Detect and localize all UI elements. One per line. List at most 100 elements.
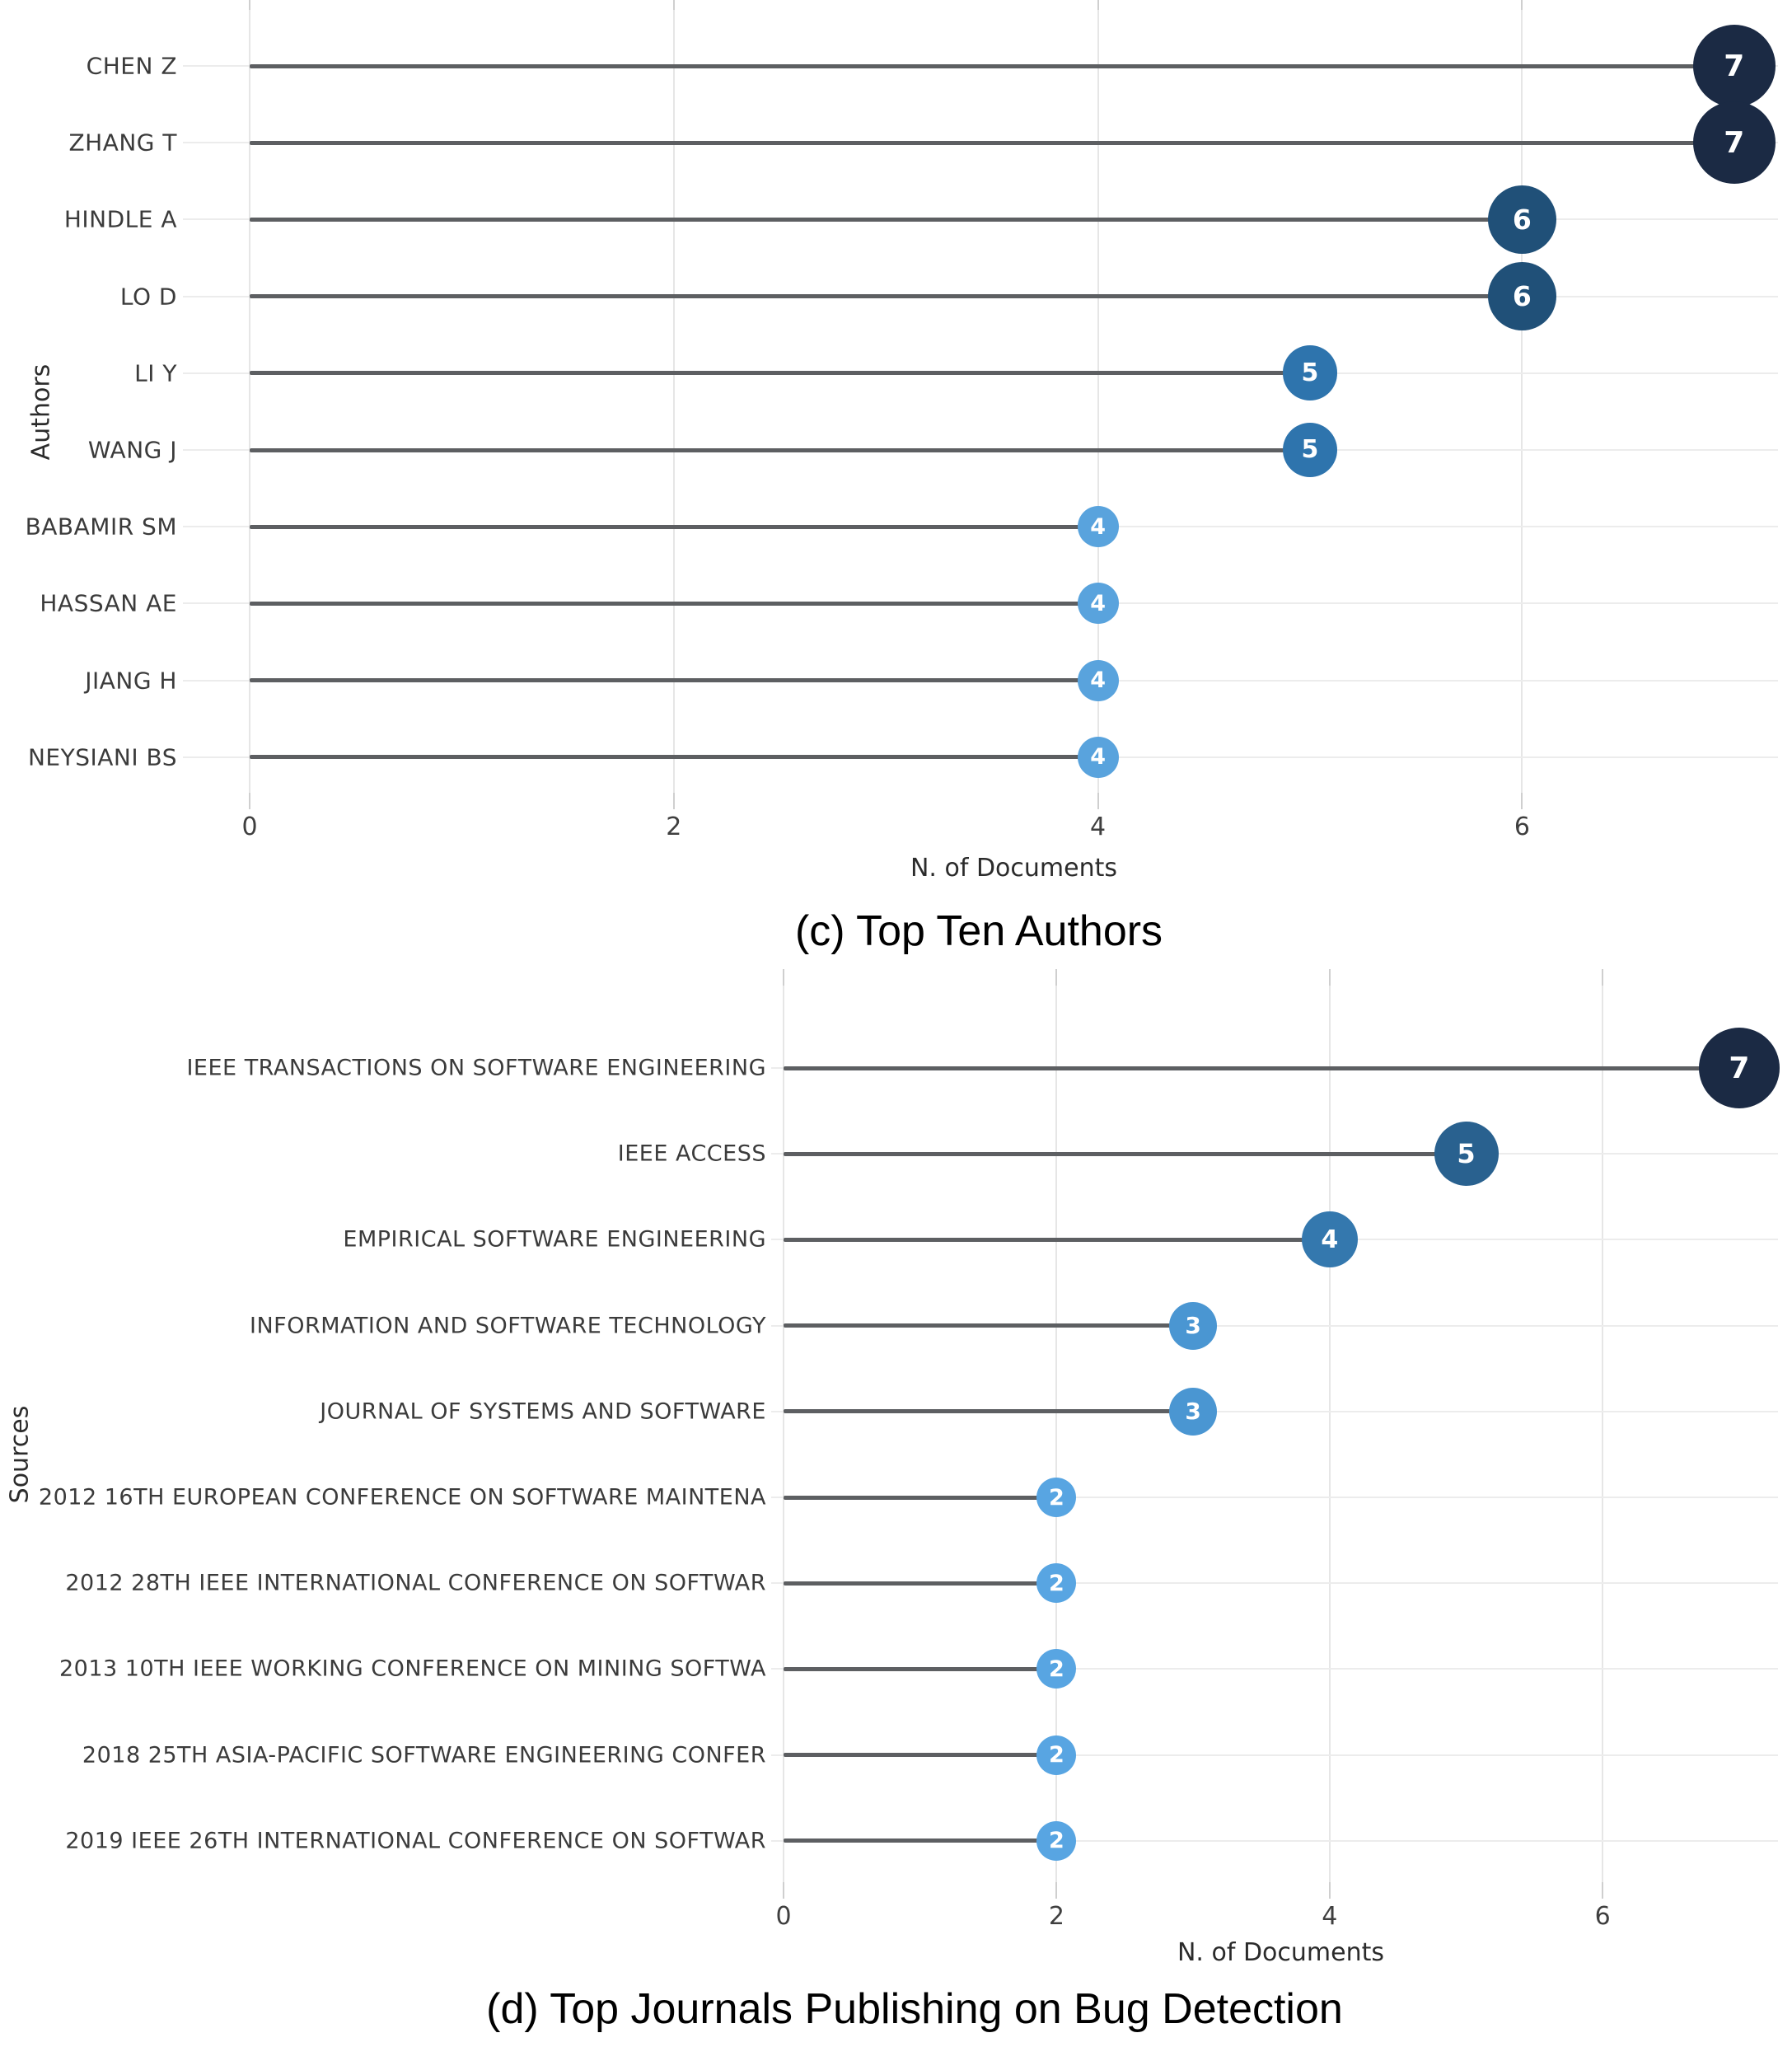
stem-line bbox=[784, 1323, 1194, 1328]
category-label: EMPIRICAL SOFTWARE ENGINEERING bbox=[343, 1226, 766, 1253]
bubble-value-label: 3 bbox=[1185, 1398, 1201, 1426]
category-label: CHEN Z bbox=[86, 52, 177, 80]
x-gridline bbox=[1602, 986, 1604, 1882]
category-label: ZHANG T bbox=[68, 129, 177, 157]
x-tick-mark-bottom bbox=[672, 793, 675, 809]
row-gridline bbox=[771, 1668, 1778, 1670]
bubble-value-label: 5 bbox=[1301, 358, 1319, 388]
x-tick-label: 2 bbox=[666, 813, 682, 841]
x-tick-mark-bottom bbox=[1328, 1882, 1331, 1899]
data-point-bubble: 2 bbox=[1036, 1820, 1077, 1861]
x-tick-mark-bottom bbox=[783, 1882, 784, 1899]
category-label: INFORMATION AND SOFTWARE TECHNOLOGY bbox=[250, 1313, 766, 1339]
stem-line bbox=[784, 1839, 1057, 1843]
x-tick-mark-top bbox=[672, 0, 675, 10]
stem-line bbox=[250, 140, 1734, 145]
bubble-value-label: 4 bbox=[1090, 667, 1106, 694]
data-point-bubble: 3 bbox=[1169, 1387, 1218, 1436]
bubble-value-label: 2 bbox=[1048, 1484, 1064, 1511]
category-label: HASSAN AE bbox=[40, 589, 177, 617]
data-point-bubble: 4 bbox=[1077, 506, 1119, 548]
stem-line bbox=[250, 524, 1098, 529]
x-tick-mark-top bbox=[783, 969, 784, 986]
stem-line bbox=[250, 755, 1098, 760]
category-label: JIANG H bbox=[85, 667, 177, 695]
data-point-bubble: 4 bbox=[1301, 1211, 1358, 1268]
stem-line bbox=[784, 1581, 1057, 1586]
stem-line bbox=[250, 601, 1098, 606]
stem-line bbox=[784, 1753, 1057, 1758]
x-tick-label: 0 bbox=[241, 813, 258, 841]
data-point-bubble: 4 bbox=[1077, 659, 1119, 701]
stem-line bbox=[250, 371, 1310, 376]
x-tick-mark-top bbox=[1521, 0, 1523, 10]
category-label: IEEE ACCESS bbox=[617, 1141, 766, 1167]
x-tick-label: 0 bbox=[775, 1902, 792, 1931]
x-gridline bbox=[1055, 986, 1058, 1882]
data-point-bubble: 6 bbox=[1487, 261, 1557, 331]
row-gridline bbox=[771, 1324, 1778, 1327]
x-tick-mark-top bbox=[1328, 969, 1331, 986]
x-gridline bbox=[783, 986, 784, 1882]
bubble-value-label: 3 bbox=[1185, 1312, 1201, 1340]
data-point-bubble: 2 bbox=[1036, 1478, 1077, 1517]
x-tick-mark-top bbox=[1097, 0, 1099, 10]
stem-line bbox=[784, 1237, 1330, 1242]
category-label: 2012 16TH EUROPEAN CONFERENCE ON SOFTWAR… bbox=[38, 1484, 766, 1511]
x-gridline bbox=[1521, 10, 1523, 793]
x-gridline bbox=[249, 10, 250, 793]
row-gridline bbox=[771, 1410, 1778, 1412]
x-tick-mark-bottom bbox=[1097, 793, 1099, 809]
data-point-bubble: 5 bbox=[1282, 422, 1338, 478]
bubble-value-label: 4 bbox=[1090, 744, 1106, 771]
bubble-value-label: 7 bbox=[1729, 1051, 1750, 1085]
stem-line bbox=[250, 63, 1734, 68]
stem-line bbox=[250, 217, 1523, 222]
bubble-value-label: 4 bbox=[1090, 513, 1106, 540]
bubble-value-label: 5 bbox=[1457, 1138, 1476, 1170]
stem-line bbox=[784, 1409, 1194, 1414]
x-tick-label: 6 bbox=[1594, 1902, 1611, 1931]
data-point-bubble: 5 bbox=[1282, 345, 1338, 401]
caption-top-sources: (d) Top Journals Publishing on Bug Detec… bbox=[486, 1985, 1343, 2033]
bubble-value-label: 5 bbox=[1301, 435, 1319, 465]
data-point-bubble: 7 bbox=[1692, 101, 1776, 185]
stem-line bbox=[784, 1151, 1467, 1156]
x-tick-mark-bottom bbox=[1521, 793, 1523, 809]
row-gridline bbox=[771, 1582, 1778, 1585]
bubble-value-label: 6 bbox=[1512, 203, 1532, 236]
data-point-bubble: 4 bbox=[1077, 583, 1119, 625]
x-gridline bbox=[1328, 986, 1331, 1882]
category-label: BABAMIR SM bbox=[25, 513, 177, 541]
data-point-bubble: 3 bbox=[1169, 1301, 1218, 1350]
category-label: LI Y bbox=[134, 359, 177, 387]
bubble-value-label: 6 bbox=[1512, 280, 1532, 313]
data-point-bubble: 4 bbox=[1077, 736, 1119, 778]
row-gridline bbox=[771, 1839, 1778, 1842]
x-tick-mark-top bbox=[1055, 969, 1058, 986]
x-tick-label: 4 bbox=[1322, 1902, 1338, 1931]
x-axis-title-documents-bottom: N. of Documents bbox=[1177, 1938, 1384, 1967]
bubble-value-label: 7 bbox=[1724, 49, 1745, 83]
category-label: NEYSIANI BS bbox=[27, 743, 177, 771]
category-label: 2018 25TH ASIA-PACIFIC SOFTWARE ENGINEER… bbox=[82, 1742, 766, 1768]
x-gridline bbox=[1097, 10, 1099, 793]
x-tick-label: 4 bbox=[1090, 813, 1107, 841]
bubble-value-label: 2 bbox=[1048, 1828, 1064, 1854]
bubble-value-label: 4 bbox=[1090, 590, 1106, 616]
x-axis-title-documents-top: N. of Documents bbox=[910, 854, 1117, 883]
row-gridline bbox=[771, 1754, 1778, 1756]
stem-line bbox=[250, 447, 1310, 452]
bubble-value-label: 2 bbox=[1048, 1742, 1064, 1768]
x-tick-label: 2 bbox=[1048, 1902, 1064, 1931]
category-label: 2019 IEEE 26TH INTERNATIONAL CONFERENCE … bbox=[65, 1828, 766, 1854]
data-point-bubble: 6 bbox=[1487, 185, 1557, 255]
x-gridline bbox=[672, 10, 675, 793]
data-point-bubble: 5 bbox=[1434, 1122, 1499, 1187]
bubble-value-label: 2 bbox=[1048, 1570, 1064, 1596]
stem-line bbox=[784, 1666, 1057, 1671]
x-tick-mark-bottom bbox=[1055, 1882, 1058, 1899]
data-point-bubble: 7 bbox=[1692, 25, 1776, 107]
category-label: JOURNAL OF SYSTEMS AND SOFTWARE bbox=[320, 1398, 766, 1425]
